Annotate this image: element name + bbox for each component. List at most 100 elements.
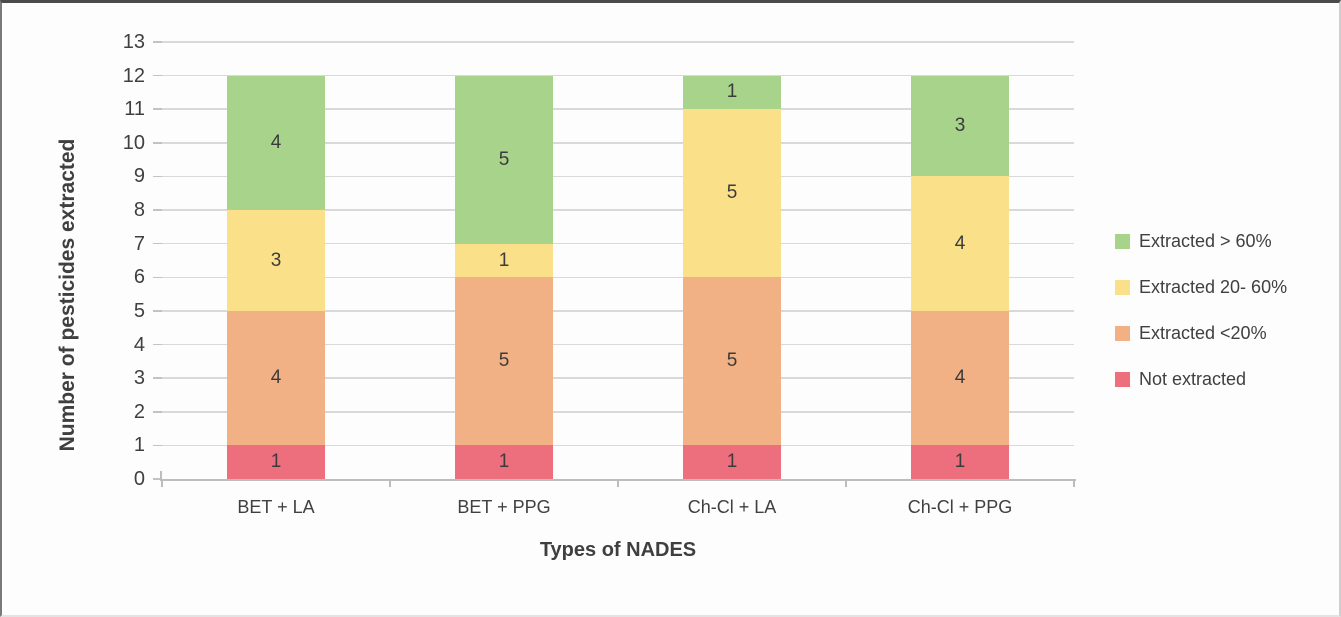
bar-value-label: 4 (270, 367, 282, 389)
x-axis-tick (389, 481, 391, 487)
gridline (162, 175, 1074, 178)
y-axis-tick-label: 13 (122, 31, 145, 53)
bar-segment: 5 (455, 75, 553, 244)
bar-segment: 4 (227, 75, 325, 211)
y-axis-tick (153, 377, 162, 379)
y-axis-tick (153, 209, 162, 211)
x-axis-category-label: Ch-Cl + LA (687, 497, 777, 517)
gridline (162, 411, 1074, 413)
gridline (162, 74, 1074, 77)
legend-item: Extracted 20- 60% (1115, 276, 1287, 298)
bar-value-label: 4 (954, 367, 966, 389)
bar-segment: 1 (455, 445, 553, 479)
bar-segment: 1 (455, 243, 553, 278)
x-axis-tick (1073, 481, 1075, 487)
y-axis-tick (153, 242, 162, 245)
y-axis-tick-label: 3 (133, 367, 145, 390)
x-axis-tick (845, 481, 847, 487)
bar-segment: 1 (683, 445, 781, 479)
bar-value-label: 5 (726, 182, 738, 204)
bar-segment: 4 (227, 310, 325, 446)
y-axis-tick-label: 4 (133, 333, 145, 356)
legend-marker-icon (1115, 233, 1130, 249)
bar-segment: 3 (227, 210, 325, 311)
legend-marker-icon (1115, 371, 1130, 387)
y-axis-tick-label: 5 (133, 299, 145, 322)
legend-item: Extracted <20% (1115, 322, 1287, 344)
y-axis-tick (153, 175, 162, 178)
legend-label: Extracted 20- 60% (1139, 276, 1288, 297)
legend-label: Extracted > 60% (1139, 230, 1272, 251)
bar-segment: 5 (683, 277, 781, 446)
bar-segment: 1 (227, 445, 325, 479)
y-axis-tick (153, 478, 162, 480)
legend-label: Extracted <20% (1139, 322, 1267, 343)
legend-label: Not extracted (1139, 368, 1247, 389)
gridline (162, 276, 1074, 279)
y-axis-tick-label: 0 (133, 468, 145, 490)
bar-value-label: 4 (954, 232, 966, 254)
x-axis-tick (161, 481, 163, 487)
y-axis-tick (153, 276, 162, 279)
bar-value-label: 1 (270, 451, 282, 473)
legend-item: Not extracted (1115, 368, 1287, 390)
y-axis-tick-label: 2 (133, 400, 145, 423)
gridline (162, 377, 1074, 379)
x-axis-title: Types of NADES (539, 539, 697, 561)
legend-marker-icon (1115, 325, 1130, 341)
y-axis-tick (153, 142, 162, 144)
x-axis-category-label: BET + LA (237, 497, 315, 517)
gridline (162, 142, 1074, 144)
y-axis-tick-label: 7 (133, 232, 145, 255)
bar-ch-cl-ppg: 1 4 4 3 (911, 42, 1009, 479)
y-axis-tick-label: 11 (124, 98, 145, 121)
y-axis-tick (153, 310, 162, 312)
gridline (162, 108, 1074, 110)
legend-marker-icon (1115, 279, 1130, 295)
bar-value-label: 1 (726, 81, 738, 103)
x-axis-category-label: Ch-Cl + PPG (907, 497, 1013, 517)
bar-value-label: 1 (498, 451, 510, 473)
y-axis-title: Number of pesticides extracted (56, 138, 79, 452)
y-axis-tick (153, 41, 162, 43)
legend-item: Extracted > 60% (1115, 230, 1287, 252)
gridline (162, 41, 1074, 43)
x-axis-category-label: BET + PPG (457, 497, 551, 517)
bar-segment: 4 (911, 310, 1009, 446)
bar-value-label: 1 (726, 451, 738, 473)
bar-value-label: 3 (270, 249, 282, 271)
bar-segment: 3 (911, 75, 1009, 177)
bar-value-label: 1 (498, 249, 510, 271)
x-axis-tick (617, 481, 619, 487)
y-axis-tick (153, 343, 162, 346)
gridline (162, 209, 1074, 211)
bar-segment: 5 (683, 109, 781, 278)
bar-bet-la: 1 4 3 4 (227, 42, 325, 479)
bar-segment: 1 (683, 75, 781, 110)
bar-value-label: 5 (726, 350, 738, 372)
y-axis-tick (153, 108, 162, 110)
axis-corner-tick (160, 471, 162, 480)
gridline (162, 343, 1074, 346)
bar-value-label: 5 (498, 148, 510, 170)
gridline (162, 310, 1074, 312)
y-axis-tick-label: 1 (133, 434, 145, 457)
bar-value-label: 4 (270, 131, 282, 153)
x-axis-line (160, 479, 1076, 481)
y-axis-tick-label: 12 (122, 64, 145, 87)
y-axis-tick-label: 9 (133, 165, 145, 188)
bar-segment: 4 (911, 176, 1009, 311)
bar-segment: 5 (455, 277, 553, 446)
bar-segment: 1 (911, 445, 1009, 479)
bar-value-label: 5 (498, 350, 510, 372)
y-axis-tick (153, 444, 162, 447)
y-axis-tick-label: 8 (133, 199, 145, 222)
y-axis-tick (153, 74, 162, 77)
y-axis-tick (153, 411, 162, 413)
gridline (162, 242, 1074, 245)
y-axis-tick-label: 10 (122, 131, 145, 154)
